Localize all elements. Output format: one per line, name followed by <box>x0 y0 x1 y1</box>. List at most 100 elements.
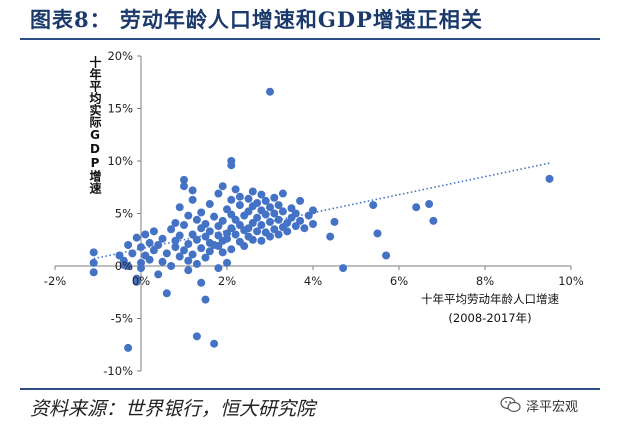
data-point <box>339 264 348 273</box>
data-point <box>545 174 554 183</box>
data-point <box>231 230 240 239</box>
wechat-icon <box>500 396 521 413</box>
y-tick-label: 10% <box>107 154 133 168</box>
data-point <box>266 232 274 241</box>
data-point <box>197 208 206 217</box>
data-point <box>231 185 240 194</box>
data-point <box>382 251 391 260</box>
data-point <box>412 203 421 212</box>
data-point <box>89 258 98 267</box>
data-point <box>180 175 188 184</box>
scatter-plot: -2% 0% 2% 4% 6% 8% 10% -10% -5% 0% 5% 10% 15% 20% <box>44 49 584 378</box>
trendline <box>93 162 550 260</box>
data-point <box>214 189 223 198</box>
data-point <box>171 243 180 252</box>
data-point <box>223 258 231 267</box>
data-point <box>184 239 193 248</box>
data-point <box>369 201 378 210</box>
data-point <box>158 257 167 266</box>
data-point <box>167 262 176 270</box>
data-point <box>197 244 206 253</box>
data-point <box>266 203 274 212</box>
data-point <box>291 209 300 218</box>
data-point <box>248 235 257 244</box>
data-point <box>124 241 133 249</box>
data-point <box>296 216 305 225</box>
data-point <box>257 190 266 199</box>
data-point <box>274 230 283 239</box>
data-point <box>218 248 227 257</box>
data-point <box>235 192 244 201</box>
data-point <box>205 200 214 209</box>
data-point <box>119 260 128 269</box>
data-point <box>124 343 133 352</box>
data-point <box>266 217 274 226</box>
data-point <box>180 221 188 230</box>
data-point <box>180 246 188 255</box>
data-point <box>210 212 219 221</box>
x-tick-label: 10% <box>558 274 584 288</box>
chart-title: 图表8： 劳动年龄人口增速和GDP增速正相关 <box>30 7 483 32</box>
data-point <box>162 249 171 258</box>
data-point <box>197 278 206 287</box>
data-point <box>270 209 279 218</box>
data-point <box>205 227 214 236</box>
data-point <box>89 248 98 257</box>
data-point <box>266 87 274 96</box>
data-point <box>128 249 137 258</box>
data-point <box>162 289 171 298</box>
data-point <box>274 215 283 224</box>
data-point <box>137 264 145 273</box>
data-point <box>373 229 382 238</box>
y-tick-label: 0% <box>115 259 133 273</box>
data-point <box>248 187 257 196</box>
data-point <box>330 217 339 226</box>
data-point <box>270 193 279 202</box>
data-point <box>141 230 150 239</box>
data-point <box>158 234 167 243</box>
data-point <box>184 266 193 275</box>
data-point <box>278 207 287 216</box>
data-point <box>257 221 266 230</box>
data-point <box>210 339 219 348</box>
data-point <box>429 216 438 225</box>
data-point <box>145 238 154 247</box>
data-point <box>274 201 283 210</box>
data-point <box>175 203 184 212</box>
y-tick-label: 15% <box>107 102 133 116</box>
data-point <box>214 264 223 273</box>
x-tick-label: 0% <box>132 274 150 288</box>
x-tick-label: 8% <box>476 274 494 288</box>
data-point <box>261 196 270 205</box>
data-point <box>309 220 317 228</box>
data-point <box>244 194 253 203</box>
source-note: 资料来源：世界银行，恒大研究院 <box>30 398 316 420</box>
data-point <box>227 245 236 254</box>
data-point <box>175 231 184 240</box>
data-point <box>227 161 236 170</box>
data-point <box>167 225 176 234</box>
x-tick-label: 6% <box>390 274 408 288</box>
data-point <box>184 211 193 220</box>
x-axis-label-block: 十年平均劳动年龄人口增速 (2008-2017年) <box>400 291 580 326</box>
title-bar: 图表8： 劳动年龄人口增速和GDP增速正相关 <box>0 0 618 36</box>
x-axis-sublabel: (2008-2017年) <box>448 311 532 325</box>
data-point <box>283 227 292 236</box>
y-tick-label: 5% <box>115 207 133 221</box>
data-point <box>89 268 98 277</box>
data-point <box>192 259 201 268</box>
data-point <box>205 247 214 256</box>
x-tick-label: -2% <box>44 274 66 288</box>
top-rule <box>20 38 600 40</box>
data-point <box>154 270 163 279</box>
data-point <box>180 182 188 191</box>
data-point <box>201 295 210 304</box>
data-point <box>137 243 145 252</box>
data-point <box>192 215 201 224</box>
data-point <box>188 186 197 195</box>
tick-labels: -2% 0% 2% 4% 6% 8% 10% -10% -5% 0% 5% 10% 15% 20% <box>44 49 584 378</box>
x-tick-label: 4% <box>304 274 322 288</box>
data-point <box>257 236 266 245</box>
data-point <box>261 210 270 219</box>
data-point <box>218 216 227 225</box>
